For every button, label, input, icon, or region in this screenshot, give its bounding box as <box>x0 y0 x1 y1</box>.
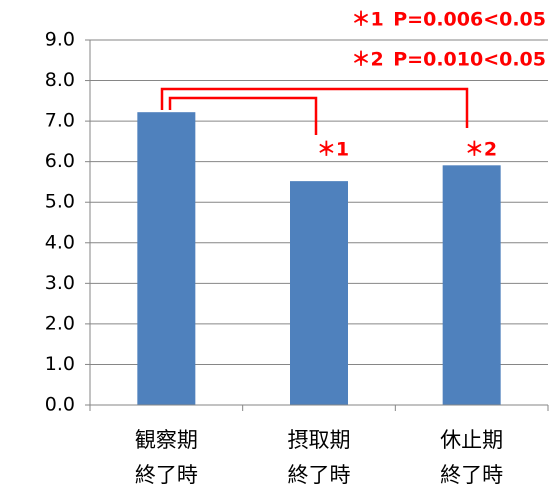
y-tick-label: 0.0 <box>45 394 75 416</box>
y-tick-label: 4.0 <box>45 231 75 253</box>
bar <box>137 112 196 405</box>
x-tick-label: 観察期 <box>135 428 198 452</box>
x-tick-label: 終了時 <box>440 463 503 487</box>
x-tick-label: 休止期 <box>440 428 503 452</box>
x-tick-label: 終了時 <box>135 463 198 487</box>
brackets <box>160 87 469 135</box>
bracket <box>168 96 318 135</box>
annotation: ＊2 P=0.010<0.05 <box>352 49 546 71</box>
annotation: ＊1 P=0.006<0.05 <box>352 9 546 31</box>
annotation: ＊2 <box>465 139 497 161</box>
y-tick-label: 2.0 <box>45 312 75 334</box>
x-tick-label: 終了時 <box>288 463 351 487</box>
y-tick-label: 8.0 <box>45 69 75 91</box>
x-tick-label: 摂取期 <box>288 428 351 452</box>
y-tick-label: 5.0 <box>45 191 75 213</box>
y-tick-label: 3.0 <box>45 272 75 294</box>
y-tick-label: 9.0 <box>45 29 75 51</box>
bar <box>290 181 348 405</box>
y-tick-label: 1.0 <box>45 353 75 375</box>
y-tick-label: 7.0 <box>45 110 75 132</box>
bar <box>442 165 501 405</box>
annotation: ＊1 <box>317 139 349 161</box>
y-tick-label: 6.0 <box>45 150 75 172</box>
bracket <box>160 87 469 128</box>
